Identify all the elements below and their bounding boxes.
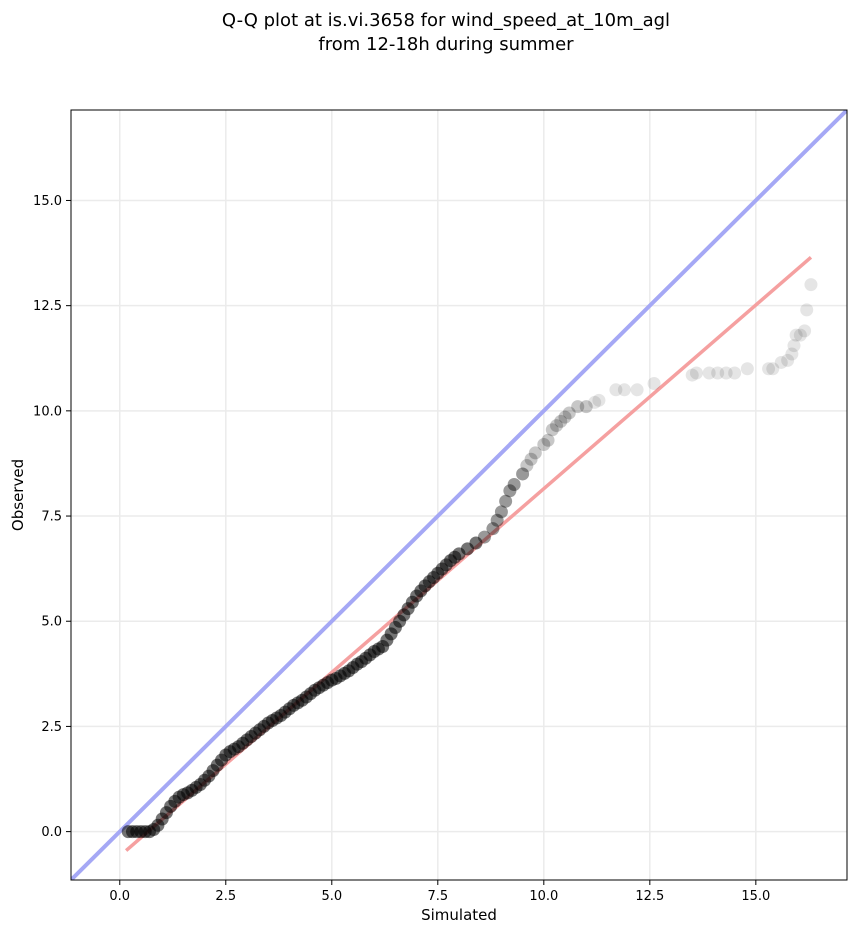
data-point xyxy=(781,353,795,367)
data-point xyxy=(774,355,788,369)
y-tick-label: 12.5 xyxy=(33,299,62,314)
x-tick-label: 0.0 xyxy=(109,889,130,904)
data-point xyxy=(554,414,568,428)
plot-frame xyxy=(70,109,848,881)
y-axis: 0.0 2.5 5.0 7.5 10.0 12.5 15.0 xyxy=(33,194,71,840)
data-point xyxy=(524,452,538,466)
data-point xyxy=(762,362,776,376)
data-point xyxy=(804,278,818,292)
data-point xyxy=(711,366,725,380)
data-point xyxy=(766,362,780,376)
y-tick-label: 5.0 xyxy=(41,615,62,630)
x-tick-label: 5.0 xyxy=(321,889,342,904)
x-axis: 0.0 2.5 5.0 7.5 10.0 12.5 15.0 xyxy=(109,880,770,904)
data-point xyxy=(541,433,555,447)
data-point xyxy=(558,410,572,424)
reference-line-layer xyxy=(71,110,847,880)
data-point xyxy=(719,366,733,380)
x-tick-label: 12.5 xyxy=(635,889,664,904)
data-point xyxy=(798,324,812,338)
data-point xyxy=(486,522,500,536)
data-point xyxy=(579,400,593,414)
gridlines xyxy=(71,110,847,880)
x-tick-label: 2.5 xyxy=(215,889,236,904)
data-point xyxy=(545,423,559,437)
y-tick-label: 7.5 xyxy=(41,510,62,525)
data-point xyxy=(494,505,508,519)
data-point xyxy=(503,484,517,498)
data-point xyxy=(528,446,542,460)
data-point xyxy=(789,328,803,342)
data-point xyxy=(740,362,754,376)
data-point xyxy=(477,530,491,544)
data-point xyxy=(499,494,513,508)
data-point xyxy=(685,368,699,382)
y-tick-label: 0.0 xyxy=(41,825,62,840)
data-point xyxy=(516,467,530,481)
data-point xyxy=(469,536,483,550)
x-tick-label: 15.0 xyxy=(741,889,770,904)
chart-title-line-2: from 12-18h during summer xyxy=(318,34,574,55)
chart-title-line-1: Q-Q plot at is.vi.3658 for wind_speed_at… xyxy=(222,10,670,31)
reference-line xyxy=(71,110,847,880)
x-tick-label: 7.5 xyxy=(427,889,448,904)
data-point xyxy=(507,477,521,491)
data-point xyxy=(617,383,631,397)
y-axis-label: Observed xyxy=(9,459,27,531)
data-point xyxy=(630,383,644,397)
data-point xyxy=(787,339,801,353)
data-point xyxy=(537,438,551,452)
data-point xyxy=(800,303,814,317)
data-point xyxy=(490,513,504,527)
data-point xyxy=(520,459,534,473)
data-point xyxy=(588,395,602,409)
y-tick-label: 10.0 xyxy=(33,404,62,419)
data-point xyxy=(571,400,585,414)
data-point xyxy=(609,383,623,397)
x-tick-label: 10.0 xyxy=(529,889,558,904)
y-tick-label: 15.0 xyxy=(33,194,62,209)
x-axis-label: Simulated xyxy=(421,906,497,924)
data-point xyxy=(702,366,716,380)
data-point xyxy=(728,366,742,380)
data-point xyxy=(550,419,564,433)
data-point xyxy=(647,376,661,390)
data-point xyxy=(592,393,606,407)
data-point xyxy=(689,366,703,380)
data-point xyxy=(562,406,576,420)
y-tick-label: 2.5 xyxy=(41,720,62,735)
data-points xyxy=(121,278,818,839)
data-point xyxy=(793,328,807,342)
data-point xyxy=(785,347,799,361)
